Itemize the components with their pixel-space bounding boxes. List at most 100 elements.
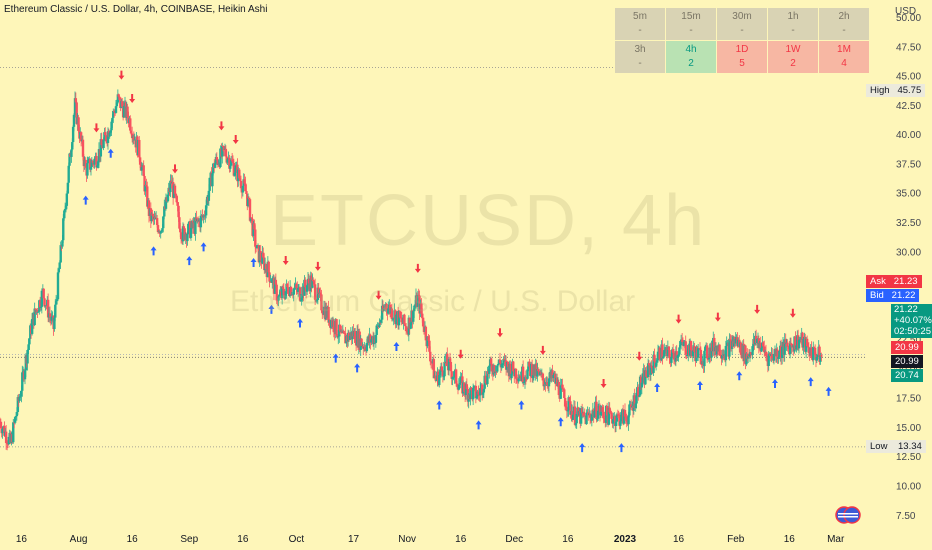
candle-body <box>759 342 762 352</box>
candle-body <box>678 347 681 355</box>
candle-body <box>447 359 451 371</box>
candle-body <box>54 301 58 305</box>
candle-body <box>515 378 519 380</box>
candle-body <box>640 382 644 388</box>
candle-body <box>226 159 229 163</box>
candle-body <box>338 324 342 332</box>
candle-body <box>647 363 651 366</box>
candle-body <box>658 347 661 360</box>
candle-body <box>509 363 512 379</box>
watermark-symbol: ETCUSD, 4h <box>270 181 707 261</box>
candle-body <box>71 126 75 143</box>
candle-body <box>213 163 217 168</box>
candle-body <box>379 322 382 324</box>
timeframe-row: 5m - 15m - 30m - 1h - 2h - <box>614 7 870 41</box>
candle-body <box>435 379 438 381</box>
candle-body <box>15 412 19 417</box>
candle-body <box>65 193 69 206</box>
candle-body <box>510 373 513 379</box>
change-percent: +40.07% <box>894 315 932 326</box>
candle-body <box>208 177 211 191</box>
candle-body <box>114 106 118 113</box>
candle-body <box>56 272 60 300</box>
candle-body <box>183 228 186 240</box>
candle-body <box>138 157 142 165</box>
candle-body <box>566 410 570 412</box>
candle-body <box>746 355 750 359</box>
candle-body <box>90 160 94 167</box>
candle-body <box>629 404 633 408</box>
candle-body <box>620 412 623 422</box>
candle-body <box>289 286 293 296</box>
candle-body <box>117 94 120 97</box>
candle-body <box>298 287 302 301</box>
x-tick-label: Mar <box>827 534 845 545</box>
buy-arrow-icon <box>436 400 443 410</box>
buy-arrow-icon <box>518 400 525 410</box>
candle-body <box>282 288 286 296</box>
candle-body <box>73 98 77 115</box>
buy-arrow-icon <box>393 341 400 351</box>
buy-arrow-icon <box>107 148 114 158</box>
y-tick-label: 22.50 <box>896 335 921 346</box>
timeframe-cell-30m: 30m - <box>716 7 768 41</box>
bid-tag: Bid 21.22 <box>866 289 920 302</box>
candle-body <box>474 385 478 399</box>
candle-body <box>676 355 679 358</box>
candle-body <box>238 178 242 181</box>
candle-body <box>501 363 504 365</box>
candle-body <box>111 117 114 122</box>
candle-body <box>704 346 707 351</box>
candle-body <box>442 376 445 378</box>
candle-body <box>783 339 786 355</box>
candle-body <box>567 397 570 411</box>
candle-body <box>661 344 664 359</box>
candle-body <box>635 392 638 404</box>
buy-arrow-icon <box>250 258 257 268</box>
candle-body <box>189 227 193 238</box>
candle-body <box>438 375 441 386</box>
candle-body <box>369 334 372 343</box>
x-tick-label: Sep <box>180 534 198 545</box>
candle-body <box>292 289 295 295</box>
candle-body <box>48 313 52 317</box>
candle-body <box>812 346 815 361</box>
candle-body <box>254 229 257 247</box>
candle-body <box>465 384 469 390</box>
candle-body <box>786 342 789 346</box>
candle-body <box>67 165 70 183</box>
candle-body <box>412 311 415 322</box>
candle-body <box>634 403 637 408</box>
timeframe-cell-2h: 2h - <box>818 7 870 41</box>
candle-body <box>348 335 352 340</box>
candle-body <box>536 369 539 377</box>
timeframe-value: - <box>689 25 693 36</box>
x-tick-label: Feb <box>727 534 745 545</box>
candle-body <box>36 310 39 313</box>
candle-body <box>448 359 452 362</box>
candle-body <box>457 384 461 390</box>
candle-body <box>477 391 480 395</box>
candle-body <box>498 359 502 363</box>
sell-arrow-icon <box>118 70 125 80</box>
candle-body <box>62 218 65 241</box>
candle-body <box>450 371 453 379</box>
timeframe-value: - <box>842 25 846 36</box>
dark-line-tag: 20.99 <box>891 355 923 368</box>
candle-body <box>19 396 22 398</box>
candle-body <box>321 310 324 314</box>
candle-body <box>788 343 792 355</box>
candle-body <box>802 339 805 348</box>
candle-body <box>45 305 48 307</box>
candle-body <box>276 300 279 302</box>
candle-body <box>146 186 149 207</box>
candle-body <box>778 355 781 357</box>
candle-body <box>563 389 566 398</box>
candle-body <box>109 130 112 133</box>
candle-body <box>115 102 119 107</box>
candle-body <box>222 146 226 150</box>
candle-body <box>719 354 722 356</box>
candle-body <box>663 350 666 357</box>
candle-body <box>259 251 262 261</box>
